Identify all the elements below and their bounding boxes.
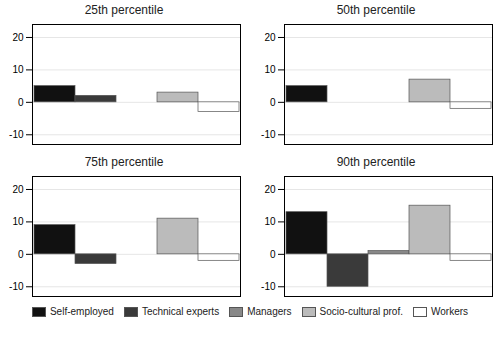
svg-text:10: 10 [264,64,276,75]
svg-text:-10: -10 [261,281,276,292]
svg-text:20: 20 [264,184,276,195]
svg-text:-10: -10 [261,129,276,140]
html-text:50th percentile: 50th percentile [336,3,416,17]
html-text:Managers: Managers [247,306,292,317]
svg-text:20: 20 [12,184,24,195]
svg-text:0: 0 [18,97,24,108]
html-text:Socio-cultural prof.: Socio-cultural prof. [319,306,403,317]
svg-text:10: 10 [12,64,24,75]
svg-text:0: 0 [270,97,276,108]
svg-text:-10: -10 [9,281,24,292]
html-text:90th percentile: 90th percentile [336,155,416,169]
svg-text:0: 0 [270,249,276,260]
svg-text:20: 20 [264,32,276,43]
html-text:25th percentile: 25th percentile [84,3,164,17]
svg-text:0: 0 [18,249,24,260]
svg-text:-10: -10 [9,129,24,140]
svg-text:10: 10 [12,216,24,227]
html-text:Self-employed: Self-employed [50,306,114,317]
html-text:Technical experts: Technical experts [141,306,220,317]
html-text:75th percentile: 75th percentile [84,155,164,169]
html-text:Workers: Workers [431,306,468,317]
svg-text:10: 10 [264,216,276,227]
svg-text:20: 20 [12,32,24,43]
